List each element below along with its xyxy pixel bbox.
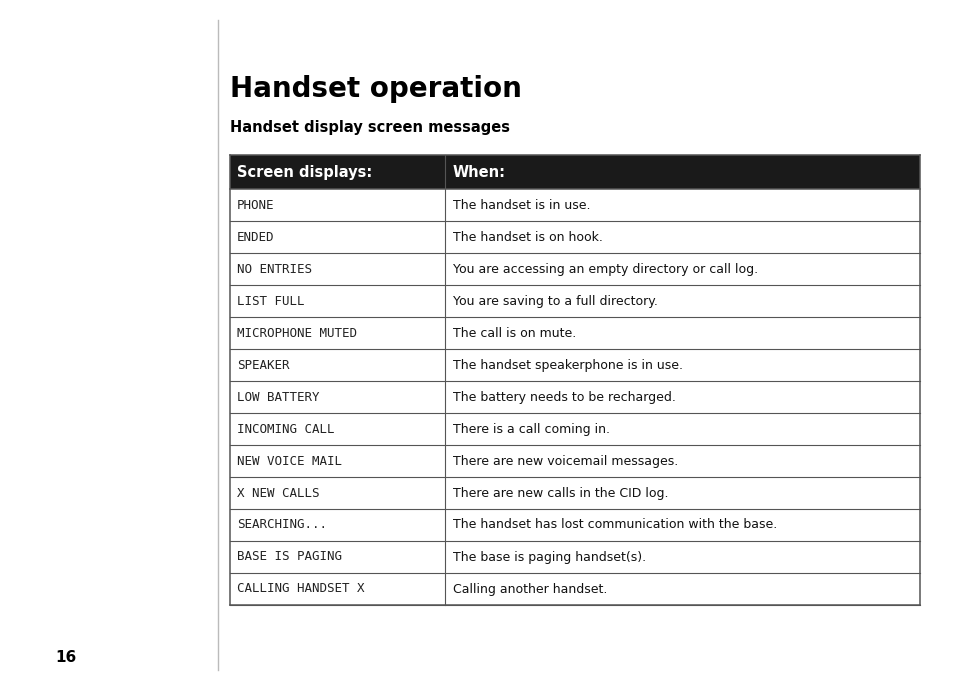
Text: When:: When: [453, 164, 505, 180]
Text: PHONE: PHONE [236, 198, 274, 211]
Text: MICROPHONE MUTED: MICROPHONE MUTED [236, 327, 356, 339]
Text: Screen displays:: Screen displays: [236, 164, 372, 180]
Text: You are saving to a full directory.: You are saving to a full directory. [453, 294, 658, 307]
Text: CALLING HANDSET X: CALLING HANDSET X [236, 583, 364, 596]
Text: LOW BATTERY: LOW BATTERY [236, 390, 319, 404]
Text: X NEW CALLS: X NEW CALLS [236, 486, 319, 500]
Text: SPEAKER: SPEAKER [236, 359, 289, 372]
Text: Handset operation: Handset operation [230, 75, 521, 103]
Text: There are new calls in the CID log.: There are new calls in the CID log. [453, 486, 668, 500]
Bar [230, 155, 919, 189]
Text: LIST FULL: LIST FULL [236, 294, 304, 307]
Text: SEARCHING...: SEARCHING... [236, 518, 327, 531]
Text: The call is on mute.: The call is on mute. [453, 327, 576, 339]
Text: 16: 16 [55, 650, 76, 665]
Text: The handset is in use.: The handset is in use. [453, 198, 590, 211]
Text: There are new voicemail messages.: There are new voicemail messages. [453, 455, 678, 468]
Text: The base is paging handset(s).: The base is paging handset(s). [453, 551, 645, 563]
Text: NEW VOICE MAIL: NEW VOICE MAIL [236, 455, 341, 468]
Text: The handset is on hook.: The handset is on hook. [453, 231, 602, 243]
Text: Handset display screen messages: Handset display screen messages [230, 120, 510, 135]
Text: BASE IS PAGING: BASE IS PAGING [236, 551, 341, 563]
Text: The battery needs to be recharged.: The battery needs to be recharged. [453, 390, 675, 404]
Text: The handset has lost communication with the base.: The handset has lost communication with … [453, 518, 777, 531]
Text: NO ENTRIES: NO ENTRIES [236, 263, 312, 276]
Text: Calling another handset.: Calling another handset. [453, 583, 607, 596]
Text: INCOMING CALL: INCOMING CALL [236, 422, 335, 435]
Text: The handset speakerphone is in use.: The handset speakerphone is in use. [453, 359, 682, 372]
Text: ENDED: ENDED [236, 231, 274, 243]
Text: There is a call coming in.: There is a call coming in. [453, 422, 609, 435]
Text: You are accessing an empty directory or call log.: You are accessing an empty directory or … [453, 263, 758, 276]
